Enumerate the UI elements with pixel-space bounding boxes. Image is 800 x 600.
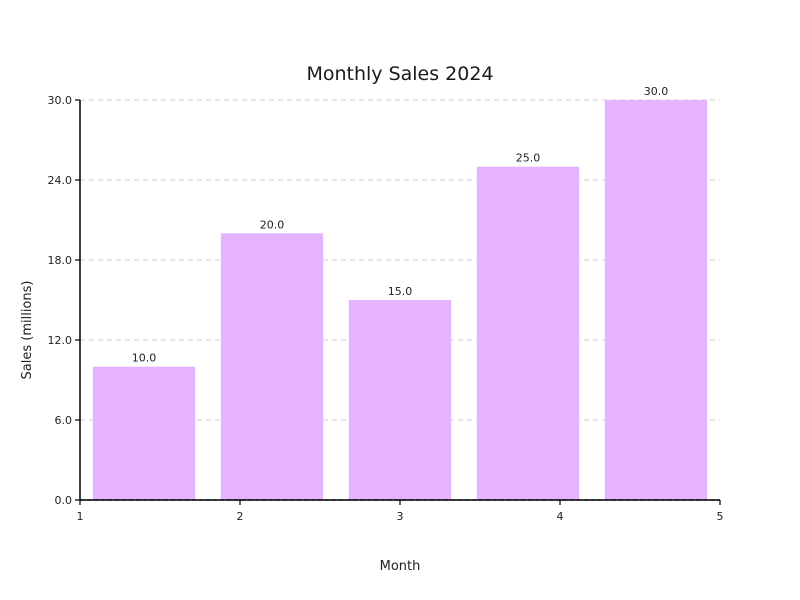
- axes: 0.0 6.0 12.0 18.0 24.0 30.0 1 2 3 4 5: [48, 94, 724, 523]
- x-tick-label: 1: [77, 510, 84, 523]
- data-label: 15.0: [388, 285, 413, 298]
- y-tick-label: 0.0: [55, 494, 73, 507]
- x-axis-label: Month: [380, 559, 421, 574]
- bar: [476, 166, 580, 500]
- data-label: 20.0: [260, 218, 285, 231]
- bar: [604, 100, 708, 500]
- y-tick-label: 12.0: [48, 334, 73, 347]
- bar: [220, 233, 324, 501]
- x-tick-label: 4: [557, 510, 564, 523]
- bars: [92, 100, 708, 501]
- y-tick-label: 18.0: [48, 254, 73, 267]
- data-label: 25.0: [516, 152, 541, 165]
- y-axis-label: Sales (millions): [20, 281, 35, 380]
- x-tick-label: 2: [237, 510, 244, 523]
- y-tick-label: 24.0: [48, 174, 73, 187]
- data-labels: 10.0 20.0 15.0 25.0 30.0: [132, 85, 669, 365]
- x-tick-label: 3: [397, 510, 404, 523]
- x-tick-label: 5: [717, 510, 724, 523]
- y-tick-label: 6.0: [55, 414, 73, 427]
- bar: [92, 366, 196, 500]
- data-label: 30.0: [644, 85, 669, 98]
- chart-title: Monthly Sales 2024: [306, 63, 493, 85]
- bar: [348, 300, 452, 500]
- y-tick-label: 30.0: [48, 94, 73, 107]
- data-label: 10.0: [132, 352, 157, 365]
